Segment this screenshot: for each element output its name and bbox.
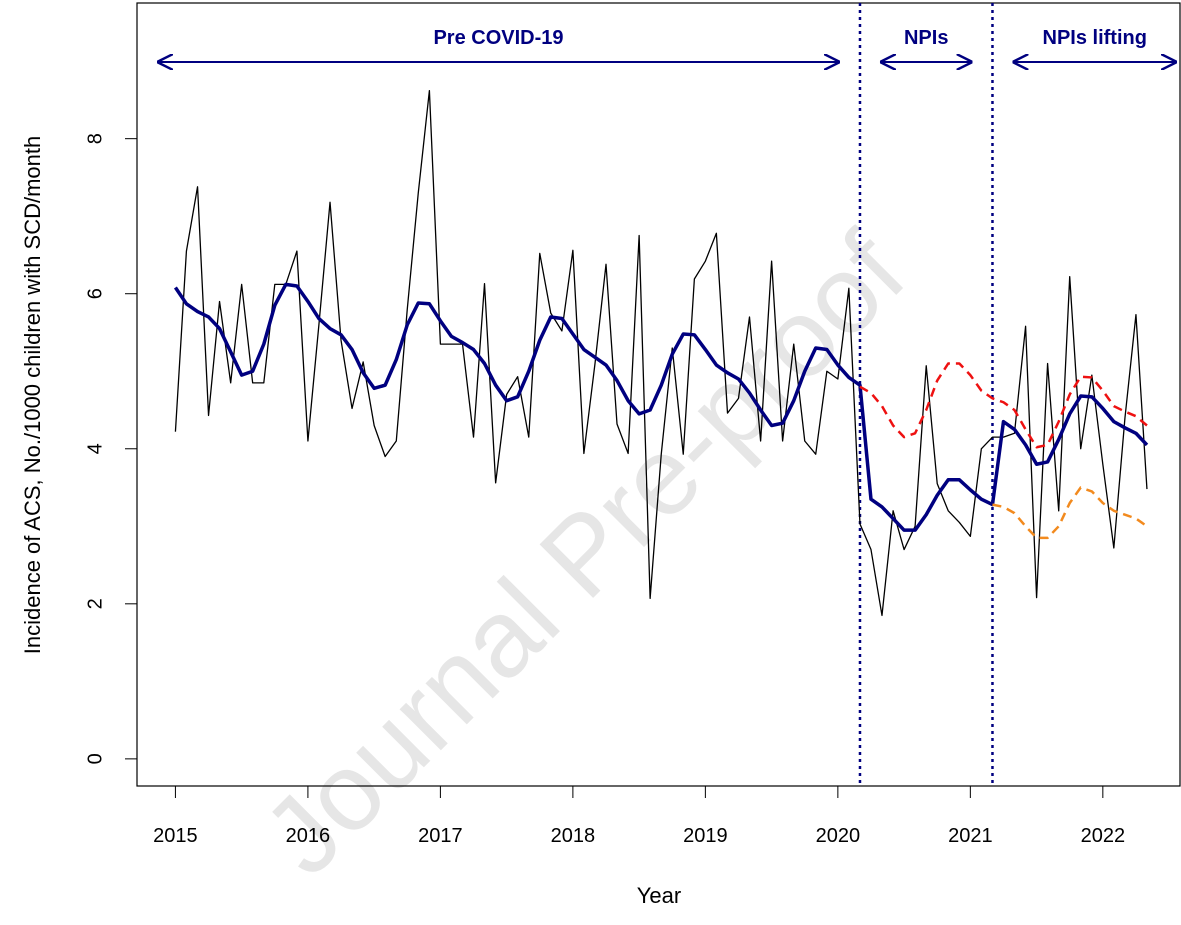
x-axis-title: Year [637,883,681,908]
x-tick-label: 2022 [1081,825,1126,847]
x-tick-label: 2018 [551,825,596,847]
series-line [174,89,1148,617]
period-label: NPIs [904,27,948,49]
x-tick-label: 2020 [816,825,861,847]
x-tick-label: 2015 [153,825,198,847]
y-tick-label: 0 [84,753,106,764]
x-tick-label: 2019 [683,825,728,847]
y-tick-label: 2 [84,598,106,609]
period-label: Pre COVID-19 [433,27,563,49]
series-line [992,486,1148,540]
period-label: NPIs lifting [1043,27,1147,49]
x-tick-label: 2017 [418,825,463,847]
plot-frame [136,2,1181,787]
series-line [173,282,1149,532]
y-tick-label: 8 [84,133,106,144]
x-tick-label: 2016 [286,825,331,847]
y-axis-title: Incidence of ACS, No./1000 children with… [20,136,45,655]
x-tick-label: 2021 [948,825,993,847]
y-tick-label: 6 [84,288,106,299]
series-line [859,362,1148,449]
y-tick-label: 4 [84,443,106,454]
